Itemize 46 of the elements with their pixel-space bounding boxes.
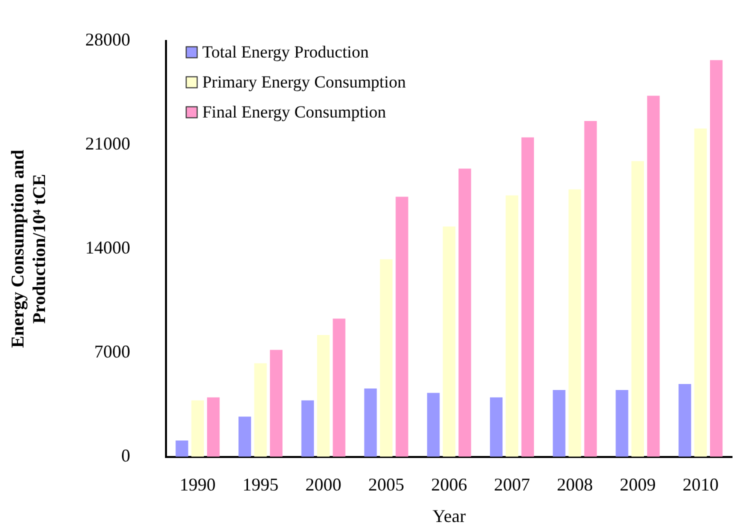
bar	[191, 400, 204, 457]
bar	[584, 121, 597, 457]
x-tick-label: 2000	[305, 474, 342, 494]
bar	[458, 168, 472, 457]
x-tick-label: 2009	[620, 474, 656, 494]
y-tick-label: 0	[121, 446, 130, 466]
bar	[506, 195, 518, 457]
bar	[710, 60, 723, 457]
x-tick-label: 2007	[494, 474, 530, 494]
y-tick-label: 7000	[94, 342, 130, 362]
bar	[490, 397, 503, 457]
bar	[270, 350, 283, 457]
bar	[616, 390, 628, 457]
bar	[317, 334, 330, 457]
bar	[332, 318, 346, 457]
y-tick-label: 28000	[85, 30, 130, 50]
bar	[238, 416, 252, 457]
bar	[427, 392, 440, 457]
x-tick-label: 1990	[180, 474, 216, 494]
legend-label: Primary Energy Consumption	[202, 72, 406, 92]
x-axis-title: Year	[432, 506, 466, 526]
bar	[552, 390, 566, 457]
bar	[301, 400, 314, 457]
bar	[254, 363, 267, 457]
bar	[568, 189, 582, 457]
x-tick-label: 2006	[431, 474, 468, 494]
bar	[380, 259, 393, 457]
bar	[631, 161, 644, 457]
x-tick-label: 2005	[368, 474, 404, 494]
x-tick-label: 2010	[682, 474, 719, 494]
bar	[694, 128, 707, 457]
y-tick-label: 14000	[85, 238, 130, 258]
x-tick-label: 1995	[242, 474, 278, 494]
bar	[678, 384, 692, 457]
x-tick-label: 2008	[556, 474, 593, 494]
legend-label: Final Energy Consumption	[202, 102, 387, 122]
y-axis-title: Energy Consumption and Production/10⁴ tCE	[7, 150, 50, 348]
legend-label: Total Energy Production	[202, 42, 370, 62]
bar	[207, 397, 220, 457]
bar	[442, 226, 456, 457]
bar	[176, 440, 188, 457]
bar	[396, 196, 408, 457]
bar	[364, 388, 377, 457]
bar	[521, 137, 534, 457]
bar	[647, 96, 660, 457]
y-tick-label: 21000	[85, 134, 130, 154]
